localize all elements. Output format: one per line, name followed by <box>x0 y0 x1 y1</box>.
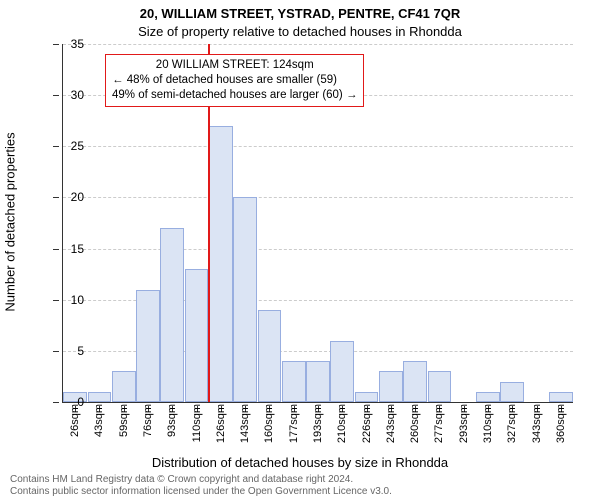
x-tick-label: 110sqm <box>191 404 203 442</box>
x-tick-label: 177sqm <box>288 404 300 443</box>
y-tick-label: 30 <box>54 88 84 102</box>
histogram-bar <box>88 392 112 402</box>
x-axis-label: Distribution of detached houses by size … <box>0 455 600 470</box>
x-tick-label: 59sqm <box>118 404 130 437</box>
gridline <box>63 44 573 45</box>
y-tick-label: 0 <box>54 395 84 409</box>
y-axis-label: Number of detached properties <box>3 132 18 311</box>
histogram-bar <box>549 392 573 402</box>
histogram-bar <box>428 371 452 402</box>
histogram-bar <box>112 371 136 402</box>
histogram-bar <box>500 382 524 402</box>
histogram-bar <box>209 126 233 402</box>
gridline <box>63 197 573 198</box>
footer-line-2: Contains public sector information licen… <box>10 486 392 497</box>
x-tick-label: 360sqm <box>555 404 567 443</box>
x-tick-label: 260sqm <box>409 404 421 443</box>
x-tick-label: 226sqm <box>361 404 373 443</box>
histogram-bar <box>403 361 427 402</box>
x-tick-label: 126sqm <box>215 404 227 443</box>
histogram-bar <box>160 228 184 402</box>
annotation-line: 20 WILLIAM STREET: 124sqm <box>112 58 357 73</box>
annotation-box: 20 WILLIAM STREET: 124sqm← 48% of detach… <box>105 54 364 107</box>
annotation-line: ← 48% of detached houses are smaller (59… <box>112 73 357 88</box>
y-tick-label: 25 <box>54 139 84 153</box>
x-tick-label: 43sqm <box>93 404 105 437</box>
x-tick-label: 327sqm <box>506 404 518 443</box>
x-tick-label: 277sqm <box>433 404 445 443</box>
y-tick-label: 35 <box>54 37 84 51</box>
gridline <box>63 146 573 147</box>
histogram-bar <box>282 361 306 402</box>
annotation-line: 49% of semi-detached houses are larger (… <box>112 88 357 103</box>
histogram-bar <box>136 290 160 403</box>
chart-title-main: 20, WILLIAM STREET, YSTRAD, PENTRE, CF41… <box>0 6 600 21</box>
y-tick-label: 15 <box>54 242 84 256</box>
histogram-bar <box>258 310 282 402</box>
x-tick-label: 160sqm <box>263 404 275 443</box>
x-tick-label: 143sqm <box>239 404 251 443</box>
histogram-bar <box>330 341 354 402</box>
plot-area: 26sqm43sqm59sqm76sqm93sqm110sqm126sqm143… <box>62 44 573 403</box>
gridline <box>63 249 573 250</box>
y-tick-label: 20 <box>54 190 84 204</box>
x-tick-label: 293sqm <box>458 404 470 443</box>
x-tick-label: 210sqm <box>336 404 348 443</box>
histogram-bar <box>476 392 500 402</box>
y-tick-label: 5 <box>54 344 84 358</box>
histogram-bar <box>306 361 330 402</box>
footer-line-1: Contains HM Land Registry data © Crown c… <box>10 474 353 485</box>
x-tick-label: 93sqm <box>166 404 178 437</box>
x-tick-label: 243sqm <box>385 404 397 443</box>
x-tick-label: 310sqm <box>482 404 494 443</box>
y-tick-label: 10 <box>54 293 84 307</box>
x-tick-label: 343sqm <box>531 404 543 443</box>
footer-attribution: Contains HM Land Registry data © Crown c… <box>10 474 392 498</box>
x-tick-label: 193sqm <box>312 404 324 443</box>
histogram-bar <box>233 197 257 402</box>
x-tick-label: 76sqm <box>142 404 154 437</box>
histogram-bar <box>355 392 379 402</box>
histogram-bar <box>379 371 403 402</box>
chart-title-sub: Size of property relative to detached ho… <box>0 24 600 39</box>
histogram-bar <box>185 269 209 402</box>
